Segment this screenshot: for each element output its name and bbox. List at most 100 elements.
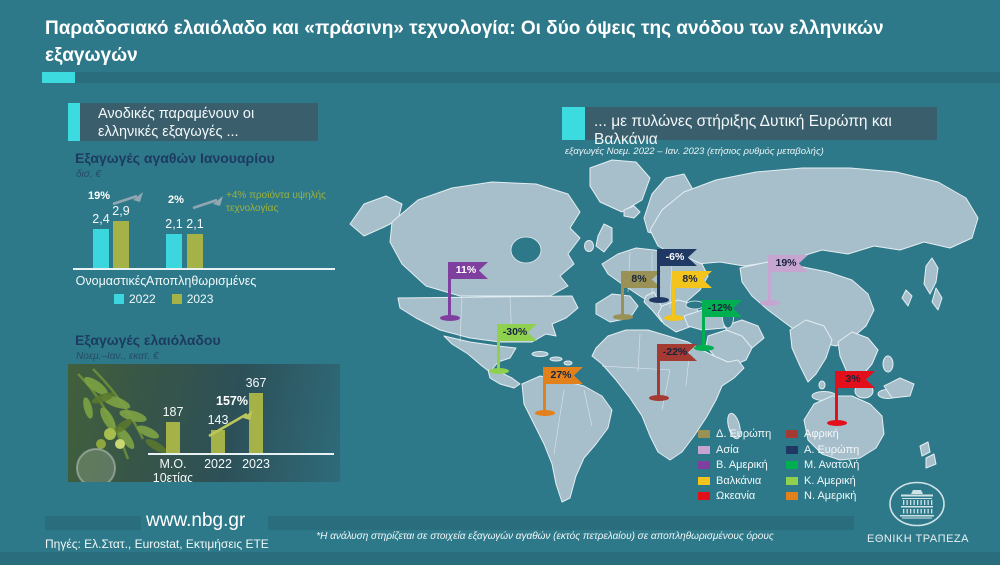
flag-pole	[702, 300, 705, 348]
flag-pole	[835, 371, 838, 423]
canada	[389, 181, 581, 297]
map-legend-item-Κ. Αμερική: Κ. Αμερική	[786, 475, 856, 487]
flag-base	[613, 314, 633, 320]
sri-lanka	[818, 380, 826, 390]
map-legend-label: Β. Αμερική	[716, 459, 768, 471]
bar-2023-0	[113, 221, 129, 268]
right-section-header: ... με πυλώνες στήριξης Δυτική Ευρώπη κα…	[562, 107, 937, 148]
korea	[901, 289, 913, 307]
header-accent-bar	[68, 103, 80, 141]
oil-category-label: 2023	[242, 457, 270, 471]
legend-label: 2022	[129, 292, 156, 306]
flag-pennant-8%: 8%	[623, 271, 661, 288]
goods-chart-title: Εξαγωγές αγαθών Ιανουαρίου	[75, 150, 275, 166]
map-legend-label: Ν. Αμερική	[804, 490, 857, 502]
growth-arrow	[192, 196, 223, 210]
header-accent-bar	[562, 107, 585, 140]
world-map	[340, 158, 1000, 520]
map-legend-swatch	[786, 445, 798, 454]
olive-oil-chart: 187 Μ.Ο. 10ετίας 143 2022 367 2023 157%	[68, 364, 340, 482]
goods-legend: 2022 2023	[114, 292, 213, 306]
axis-baseline	[73, 268, 335, 270]
legend-item-2023: 2023	[171, 292, 214, 306]
footnote-text: *Η ανάλυση στηρίζεται σε στοιχεία εξαγωγ…	[316, 531, 774, 542]
page-title: Παραδοσιακό ελαιόλαδο και «πράσινη» τεχν…	[45, 18, 884, 66]
oil-growth-arrow	[208, 410, 253, 438]
map-legend-swatch	[698, 492, 710, 500]
bottom-strip	[0, 552, 1000, 565]
divider-accent	[42, 72, 75, 83]
flag-pole	[621, 271, 624, 317]
flag-base	[440, 315, 460, 321]
alaska	[349, 195, 403, 237]
legend-label: 2023	[186, 292, 214, 306]
new-guinea	[883, 377, 915, 399]
flag-pennant-8%: 8%	[674, 271, 712, 288]
legend-item-2022: 2022	[114, 292, 156, 306]
map-legend-swatch	[786, 461, 798, 469]
madagascar	[727, 412, 741, 440]
goods-chart-unit: δισ. €	[76, 169, 101, 180]
africa	[591, 329, 745, 461]
map-legend-item-Δ. Ευρώπη: Δ. Ευρώπη	[698, 428, 771, 440]
flag-pole	[657, 249, 660, 300]
flag-pole	[657, 344, 660, 398]
flag-pennant-11%: 11%	[450, 262, 488, 279]
australia	[803, 395, 885, 461]
map-legend-label: Αφρική	[804, 428, 839, 440]
map-legend-label: Βαλκάνια	[716, 474, 762, 487]
oil-category-label2: 10ετίας	[152, 471, 194, 482]
japan	[923, 257, 939, 295]
bar-value: 2,1	[186, 217, 204, 231]
map-legend-swatch	[786, 476, 798, 485]
flag-pole	[768, 255, 771, 303]
flag-pennant-19%: 19%	[770, 255, 808, 272]
flag-base	[760, 300, 780, 306]
legend-swatch	[171, 294, 182, 304]
bank-name: ΕΘΝΙΚΗ ΤΡΑΠΕΖΑ	[867, 533, 969, 545]
map-legend-item-Αφρική: Αφρική	[786, 428, 839, 440]
bar-2023-1	[187, 234, 203, 268]
olive-branch-photo	[76, 368, 167, 482]
map-legend-swatch	[698, 461, 710, 469]
oil-bar-value: 367	[245, 376, 267, 390]
map-legend-item-Βαλκάνια: Βαλκάνια	[698, 475, 761, 487]
oil-category-label: 2022	[204, 457, 232, 471]
map-legend-item-Ν. Αμερική: Ν. Αμερική	[786, 490, 856, 502]
oil-bar-2023	[249, 393, 263, 453]
philippines	[882, 355, 894, 373]
map-legend-swatch	[698, 476, 710, 485]
new-zealand	[919, 441, 931, 457]
left-header-text: Ανοδικές παραμένουν οι ελληνικές εξαγωγέ…	[98, 106, 255, 140]
oil-bar-2022	[211, 430, 225, 453]
category-label: Αποπληθωρισμένες	[146, 274, 257, 288]
cuba	[531, 351, 549, 357]
flag-pennant-3%: 3%	[837, 371, 875, 388]
flag-pennant-27%: 27%	[545, 367, 583, 384]
goods-bar-chart: 2,4 2,9 Ονομαστικές 19% 2,1 2,1 Αποπληθωρισμέν…	[68, 188, 340, 316]
flag-pole	[672, 271, 675, 318]
map-legend-swatch	[786, 492, 798, 500]
high-tech-annotation: +4% προϊόντα υψηλής τεχνολογίας	[226, 190, 326, 214]
map-legend-item-Ασία: Ασία	[698, 444, 739, 456]
flag-base	[664, 315, 684, 321]
oil-chart-unit: Νοεμ.–Ιαν., εκατ. €	[76, 351, 159, 362]
map-legend-swatch	[786, 430, 798, 438]
map-legend-label: Ωκεανία	[716, 490, 756, 502]
right-header-text: ... με πυλώνες στήριξης Δυτική Ευρώπη κα…	[594, 113, 892, 148]
glass-bottle	[76, 448, 116, 482]
greenland	[589, 159, 651, 213]
map-legend-swatch	[698, 430, 710, 438]
flag-pennant--22%: -22%	[659, 344, 697, 361]
flag-pole	[497, 324, 500, 371]
divider-strip	[75, 72, 1000, 83]
website-link[interactable]: www.nbg.gr	[146, 510, 246, 531]
usa	[397, 295, 579, 343]
growth-label: 19%	[88, 190, 111, 202]
bar-2022-0	[93, 229, 109, 268]
map-legend-label: Ασία	[716, 443, 739, 456]
left-section-header: Ανοδικές παραμένουν οι ελληνικές εξαγωγέ…	[68, 103, 318, 141]
hudson-bay	[510, 236, 542, 264]
map-legend-item-Α. Ευρώπη: Α. Ευρώπη	[786, 444, 859, 456]
